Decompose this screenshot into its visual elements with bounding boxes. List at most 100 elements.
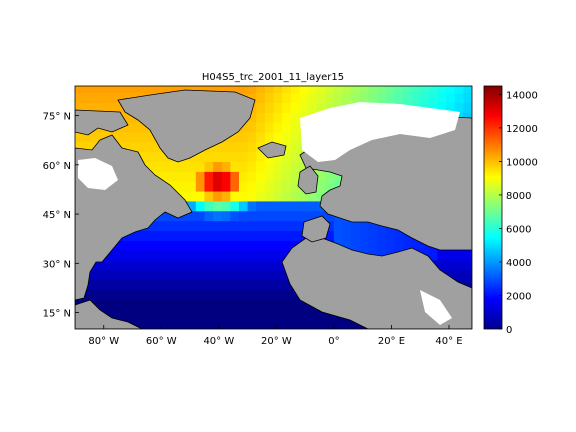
field-cell [169, 220, 180, 231]
field-cell [308, 200, 318, 212]
field-cell [161, 279, 171, 291]
field-cell [178, 289, 188, 300]
field-cell [290, 171, 300, 182]
field-cell [187, 181, 197, 192]
field-cell [238, 86, 249, 94]
field-cell [161, 250, 171, 261]
field-cell [247, 141, 257, 153]
field-cell [316, 171, 326, 182]
field-cell [402, 92, 413, 103]
field-cell [75, 92, 85, 103]
field-cell [282, 200, 292, 212]
field-cell [100, 269, 111, 281]
field-cell [204, 151, 214, 163]
field-cell [92, 279, 102, 291]
field-cell [256, 250, 266, 261]
field-cell [238, 181, 249, 192]
field-cell [178, 279, 188, 291]
field-cell [385, 92, 395, 103]
field-cell [264, 279, 274, 291]
field-cell [230, 86, 240, 94]
field-cell [221, 299, 231, 310]
field-cell [178, 269, 188, 281]
field-cell [195, 191, 205, 202]
field-cell [195, 250, 205, 261]
field-cell [118, 86, 128, 94]
field-cell [213, 260, 223, 271]
field-cell [385, 230, 395, 241]
field-cell [152, 151, 162, 163]
field-cell [178, 260, 188, 271]
field-cell [377, 250, 387, 261]
field-cell [282, 220, 292, 231]
field-cell [428, 86, 438, 94]
field-cell [187, 171, 197, 182]
field-cell [290, 131, 300, 143]
field-cell [187, 250, 197, 261]
field-cell [273, 86, 283, 94]
field-cell [256, 309, 266, 320]
field-cell [169, 171, 180, 182]
field-cell [221, 200, 231, 212]
field-cell [152, 279, 162, 291]
field-cell [152, 289, 162, 300]
field-cell [213, 240, 223, 251]
field-cell [290, 289, 300, 300]
field-cell [359, 220, 369, 231]
field-cell [109, 260, 119, 271]
field-cell [161, 230, 171, 241]
field-cell [290, 122, 300, 133]
field-cell [178, 230, 188, 241]
field-cell [273, 92, 283, 103]
field-cell [437, 92, 447, 103]
field-cell [273, 171, 283, 182]
field-cell [463, 250, 472, 261]
field-cell [118, 289, 128, 300]
field-cell [256, 220, 266, 231]
field-cell [144, 86, 154, 94]
field-cell [282, 319, 292, 329]
field-cell [290, 210, 300, 222]
field-cell [152, 161, 162, 172]
field-cell [463, 92, 472, 103]
field-cell [230, 279, 240, 291]
field-cell [402, 240, 413, 251]
field-cell [75, 102, 85, 113]
field-cell [204, 240, 214, 251]
field-cell [161, 86, 171, 94]
field-cell [437, 102, 447, 113]
field-cell [273, 299, 283, 310]
field-cell [368, 86, 378, 94]
field-cell [264, 171, 274, 182]
colorbar-ticks: 0 2000 4000 6000 8000 10000 12000 14000 [499, 90, 538, 336]
field-cell [126, 86, 136, 94]
field-cell [221, 171, 231, 182]
field-cell [169, 289, 180, 300]
field-cell [221, 260, 231, 271]
field-cell [83, 289, 93, 300]
field-cell [428, 250, 438, 261]
field-cell [144, 131, 154, 143]
field-cell [169, 181, 180, 192]
field-cell [144, 250, 154, 261]
field-cell [92, 102, 102, 113]
field-cell [230, 220, 240, 231]
field-cell [359, 230, 369, 241]
field-cell [100, 289, 111, 300]
field-cell [75, 141, 85, 153]
field-cell [446, 250, 456, 261]
field-cell [83, 102, 93, 113]
field-cell [109, 86, 119, 94]
field-cell [256, 299, 266, 310]
field-cell [256, 289, 266, 300]
field-cell [316, 102, 326, 113]
field-cell [169, 86, 180, 94]
field-cell [290, 200, 300, 212]
field-cell [204, 309, 214, 320]
field-cell [195, 86, 205, 94]
field-cell [299, 319, 309, 329]
field-cell [273, 112, 283, 123]
field-cell [342, 86, 352, 94]
field-cell [204, 260, 214, 271]
field-cell [282, 210, 292, 222]
